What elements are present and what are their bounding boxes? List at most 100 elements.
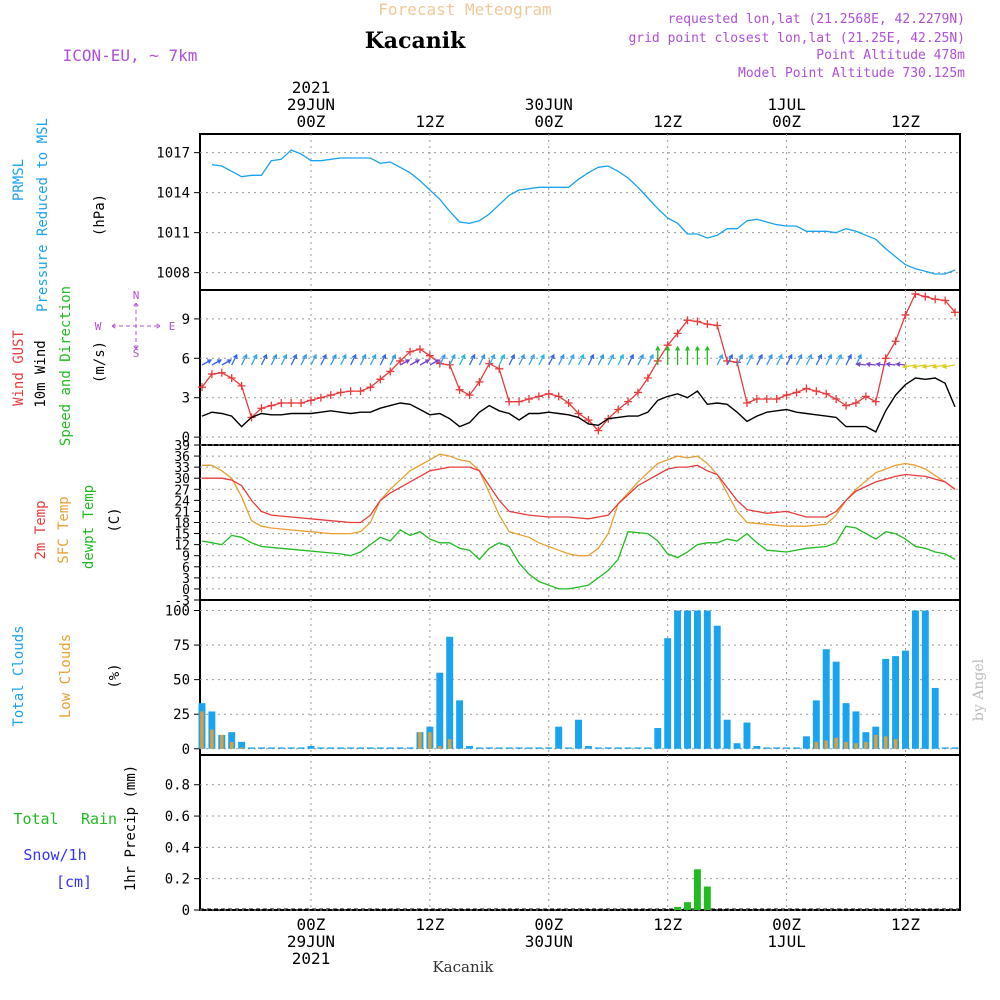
total-cloud-bar <box>703 610 711 749</box>
wind-direction-arrow <box>201 359 213 366</box>
wind-direction-arrow <box>911 363 926 369</box>
bottom-time-label: 00Z <box>297 915 326 934</box>
clouds-label-low: Low Clouds <box>58 634 74 718</box>
total-cloud-bar <box>386 747 394 749</box>
clouds-panel-labels: Total Clouds Low Clouds (%) <box>11 625 123 726</box>
wind-direction-arrow <box>637 353 644 366</box>
wind-direction-arrow <box>320 353 327 366</box>
total-cloud-bar <box>446 636 454 749</box>
total-cloud-bar <box>238 741 246 749</box>
total-cloud-bar <box>307 746 315 749</box>
total-cloud-bar <box>257 747 265 749</box>
total-cloud-bar <box>267 747 275 749</box>
location-title: Kacanik <box>365 28 466 54</box>
wind-direction-arrow <box>548 353 555 366</box>
gust-marker <box>554 392 563 401</box>
gust-marker <box>237 381 246 390</box>
wind-direction-arrow <box>478 353 486 366</box>
top-time-label: 00Z <box>297 112 326 131</box>
low-cloud-bar <box>874 734 878 749</box>
wind-direction-arrow <box>211 359 223 366</box>
wind-direction-arrow <box>310 353 317 366</box>
low-cloud-bar <box>864 741 868 749</box>
compass-s: S <box>133 347 140 360</box>
wind-direction-arrow <box>885 361 896 367</box>
total-cloud-bar <box>277 747 285 749</box>
low-cloud-bar <box>844 741 848 749</box>
gust-marker <box>941 296 950 305</box>
gust-marker <box>832 395 841 404</box>
precip-tick-label: 0.2 <box>165 872 190 888</box>
total-cloud-bar <box>713 625 721 749</box>
total-cloud-bar <box>594 747 602 749</box>
wind-direction-arrow <box>577 353 585 366</box>
low-cloud-bar <box>824 740 828 749</box>
wind-direction-arrow <box>685 345 690 365</box>
gust-marker <box>693 317 702 326</box>
temperature-tick-label: 18 <box>174 517 190 532</box>
wind-direction-arrow <box>379 353 387 366</box>
total-cloud-bar <box>921 610 929 749</box>
temperature-tick-label: 36 <box>174 450 190 465</box>
total-cloud-bar <box>535 747 543 749</box>
gust-marker <box>762 395 771 404</box>
bottom-time-label: 30JUN <box>525 932 573 951</box>
compass-w: W <box>95 320 102 333</box>
wind10m-line <box>201 377 956 433</box>
low-cloud-bar <box>418 732 422 749</box>
total-cloud-bar <box>684 610 691 749</box>
bottom-time-label: 2021 <box>292 949 331 968</box>
bottom-time-label: 00Z <box>772 915 801 934</box>
temperature-tick-label: 3 <box>182 572 190 587</box>
total-cloud-bar <box>545 747 553 749</box>
total-cloud-bar <box>842 703 850 749</box>
precip-label-cm: [cm] <box>56 873 92 891</box>
wind-direction-arrow <box>468 353 476 366</box>
total-cloud-bar <box>674 610 682 749</box>
temperature-tick-label: 15 <box>174 528 190 543</box>
wind-direction-arrow <box>359 353 367 366</box>
wind-direction-arrow <box>528 353 535 366</box>
clouds-unit: (%) <box>107 663 123 688</box>
temperature-tick-label: 0 <box>182 583 190 598</box>
gust-marker <box>207 370 216 379</box>
wind-tick-label: 6 <box>182 351 190 367</box>
total-cloud-bar <box>287 747 295 749</box>
wind-direction-arrow <box>488 353 496 366</box>
wind-direction-arrow <box>902 363 916 369</box>
super-title: Forecast Meteogram <box>378 0 551 19</box>
gust-marker <box>356 387 365 396</box>
total-cloud-bar <box>892 656 900 749</box>
gust-marker <box>802 384 811 393</box>
total-cloud-bar <box>822 649 830 749</box>
total-cloud-bar <box>436 672 444 749</box>
gust-marker <box>842 401 851 410</box>
gust-marker <box>376 375 385 384</box>
wind-direction-arrow <box>627 353 634 366</box>
pressure-tick-label: 1011 <box>156 226 190 242</box>
wind-tick-label: 0 <box>182 430 190 446</box>
gust-marker <box>217 368 226 377</box>
wind-direction-arrow <box>665 345 671 365</box>
gust-marker <box>713 321 722 330</box>
wind-direction-arrow <box>459 353 466 366</box>
total-cloud-bar <box>317 747 325 749</box>
precip-label-total: Total <box>13 810 58 828</box>
pressure-panel: 1008 1011 1014 1017 <box>156 133 961 291</box>
wind-direction-arrow <box>704 345 710 365</box>
temperature-tick-label: 6 <box>182 561 190 576</box>
bottom-time-label: 12Z <box>653 915 682 934</box>
gust-marker <box>822 389 831 398</box>
gust-marker <box>336 388 345 397</box>
clouds-label-total: Total Clouds <box>11 625 27 726</box>
wind-direction-arrow <box>290 353 297 366</box>
temperature-panel-labels: 2m Temp SFC Temp dewpt Temp (C) <box>33 485 123 569</box>
wind-direction-arrow <box>498 353 506 366</box>
wind-direction-arrow <box>835 353 842 366</box>
total-cloud-bar <box>862 732 870 749</box>
gust-marker <box>366 383 375 392</box>
total-cloud-bar <box>743 722 751 749</box>
wind-direction-arrow <box>736 353 743 366</box>
total-cloud-bar <box>495 747 503 749</box>
